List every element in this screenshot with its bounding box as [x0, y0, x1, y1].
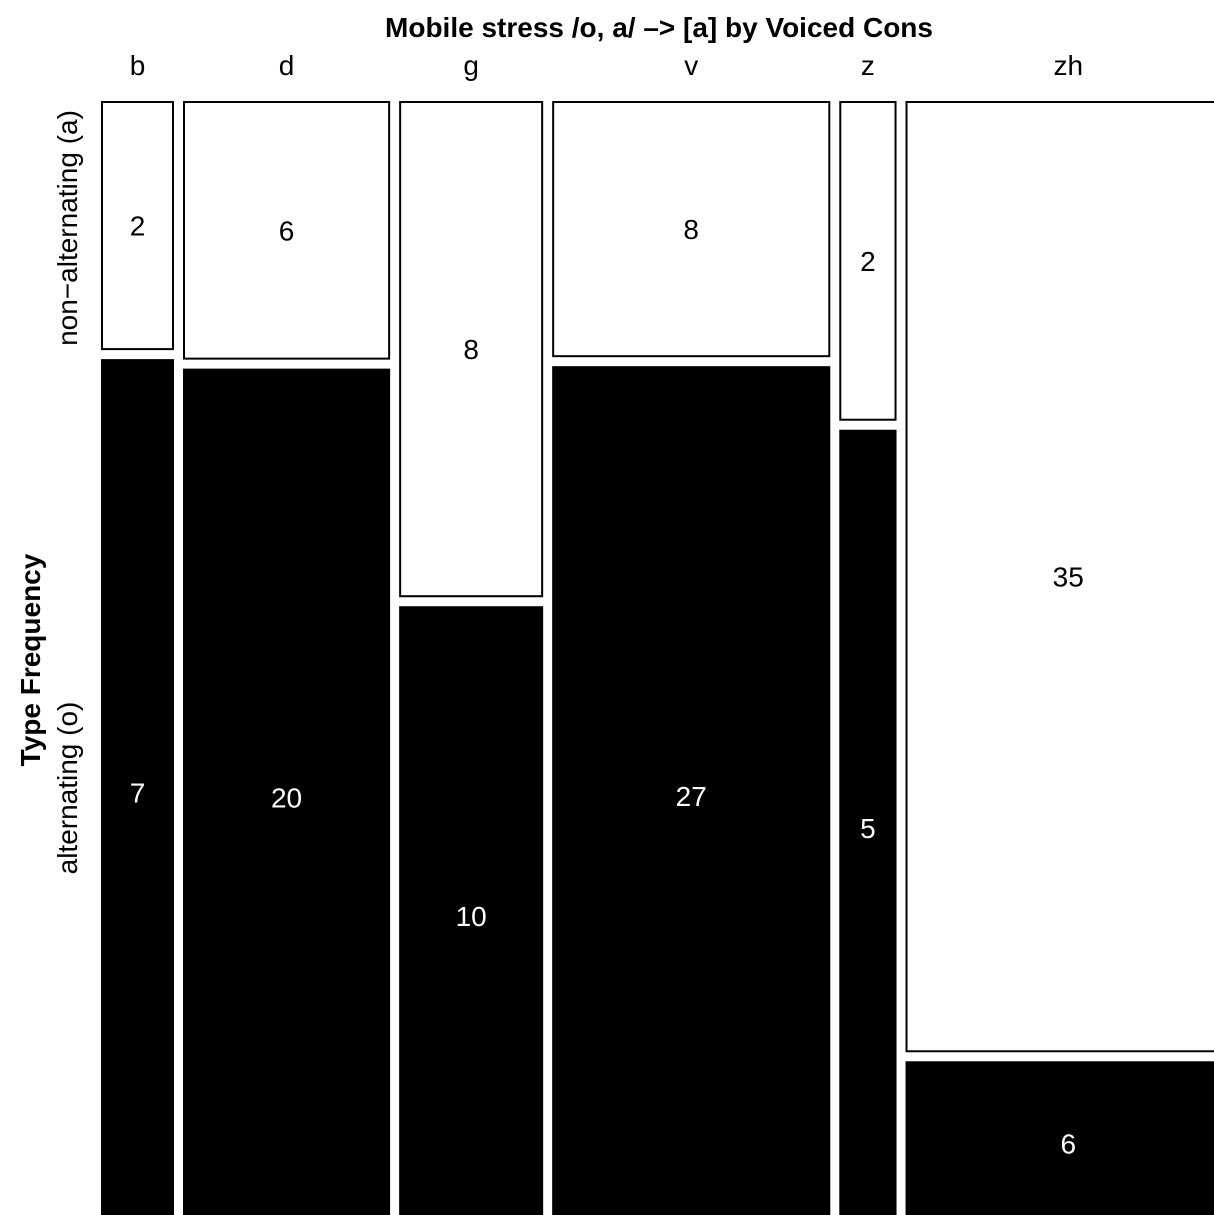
- cell-value-g-alternating: 10: [456, 901, 487, 932]
- cell-v-alternating: [552, 366, 831, 1215]
- category-label-g: g: [463, 50, 479, 81]
- level-label-non-alternating: non−alternating (a): [52, 110, 83, 346]
- cell-value-z-alternating: 5: [860, 813, 876, 844]
- cell-d-alternating: [183, 368, 391, 1215]
- cell-b-alternating: [101, 359, 175, 1215]
- category-label-b: b: [130, 50, 146, 81]
- y-axis-label: Type Frequency: [15, 553, 46, 766]
- cell-value-b-alternating: 7: [130, 778, 146, 809]
- cell-d-non-alternating: [183, 101, 391, 360]
- category-label-d: d: [279, 50, 295, 81]
- cell-value-zh-alternating: 6: [1060, 1129, 1076, 1160]
- cell-z-non-alternating: [839, 101, 897, 421]
- cell-value-d-non-alternating: 6: [279, 215, 295, 246]
- cell-g-non-alternating: [399, 101, 544, 598]
- category-labels: b d g v z zh: [130, 50, 1083, 81]
- cell-zh-alternating: [905, 1061, 1214, 1215]
- category-label-v: v: [684, 50, 698, 81]
- cell-value-v-non-alternating: 8: [683, 214, 699, 245]
- cell-value-v-alternating: 27: [676, 781, 707, 812]
- cell-value-z-non-alternating: 2: [860, 246, 876, 277]
- cell-g-alternating: [399, 606, 544, 1215]
- category-label-zh: zh: [1053, 50, 1083, 81]
- cell-v-non-alternating: [552, 101, 831, 358]
- category-label-z: z: [861, 50, 875, 81]
- cell-zh-non-alternating: [905, 101, 1214, 1053]
- level-label-alternating: alternating (o): [52, 702, 83, 875]
- mosaic-cells: [101, 101, 1214, 1215]
- cell-value-g-non-alternating: 8: [463, 334, 479, 365]
- cell-b-non-alternating: [101, 101, 175, 351]
- chart-title: Mobile stress /o, a/ –> [a] by Voiced Co…: [385, 12, 933, 43]
- cell-z-alternating: [839, 429, 897, 1215]
- cell-value-d-alternating: 20: [271, 782, 302, 813]
- cell-value-zh-non-alternating: 35: [1053, 562, 1084, 593]
- cell-value-b-non-alternating: 2: [130, 211, 146, 242]
